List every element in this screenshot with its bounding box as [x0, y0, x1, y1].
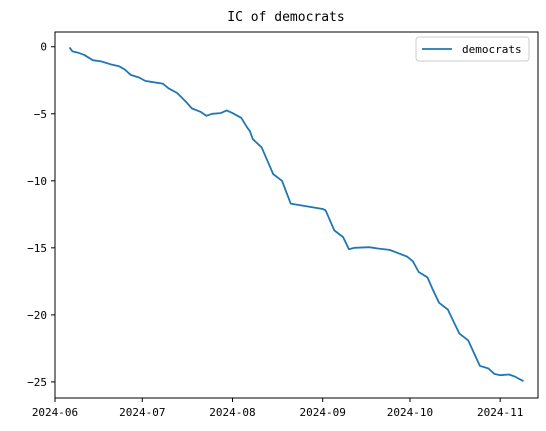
y-tick-label: −25 [27, 376, 47, 389]
plot-area-border [55, 32, 538, 398]
x-tick-label: 2024-11 [477, 406, 523, 419]
legend: democrats [416, 37, 529, 61]
y-axis: 0 −5 −10 −15 −20 −25 [27, 41, 55, 389]
plot-frame [55, 32, 538, 398]
x-axis: 2024-06 2024-07 2024-08 2024-09 2024-10 2024-… [32, 398, 524, 419]
series-layer [70, 47, 524, 381]
x-tick-label: 2024-07 [119, 406, 165, 419]
x-tick-label: 2024-10 [387, 406, 433, 419]
y-tick-label: −15 [27, 242, 47, 255]
series-line-democrats [70, 47, 524, 381]
y-tick-label: −5 [34, 108, 47, 121]
x-tick-label: 2024-09 [300, 406, 346, 419]
legend-label-democrats: democrats [462, 43, 522, 56]
y-tick-label: −10 [27, 175, 47, 188]
y-tick-label: 0 [40, 41, 47, 54]
chart-title: IC of democrats [227, 10, 344, 25]
y-tick-label: −20 [27, 309, 47, 322]
x-tick-label: 2024-08 [209, 406, 255, 419]
x-tick-label: 2024-06 [32, 406, 78, 419]
